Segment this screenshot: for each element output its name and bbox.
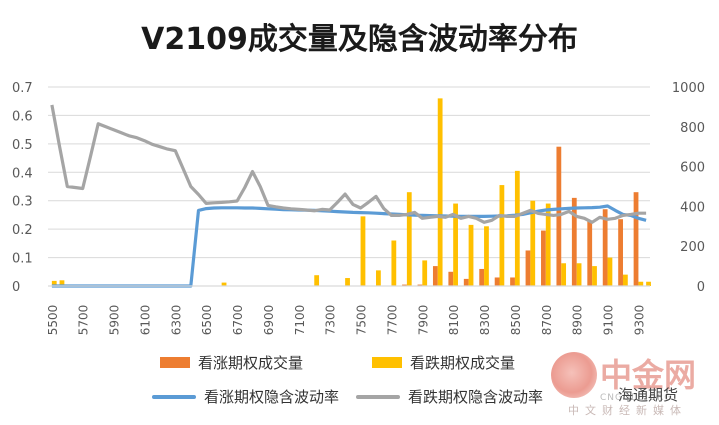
- bar-put-volume: [514, 170, 520, 286]
- bar-call-volume: [479, 268, 485, 286]
- bar-call-volume: [633, 192, 639, 286]
- y-right-tick-label: 600: [680, 161, 705, 176]
- bar-put-volume: [576, 263, 582, 286]
- watermark-subtitle: 中文财经新媒体: [568, 404, 687, 417]
- x-tick-label: 9100: [602, 305, 616, 336]
- x-tick-label: 6100: [138, 305, 152, 336]
- bar-put-volume: [561, 263, 567, 286]
- bar-call-volume: [618, 219, 623, 286]
- legend-label-call-iv: 看涨期权隐含波动率: [204, 388, 340, 406]
- x-tick-label: 8900: [571, 305, 585, 336]
- watermark-brand: 中金网: [600, 356, 697, 394]
- legend-swatch-call-volume: [160, 357, 190, 368]
- x-tick-label: 7100: [293, 305, 307, 336]
- bar-call-volume: [432, 266, 438, 286]
- legend-put-iv: 看跌期权隐含波动率: [356, 386, 543, 407]
- bar-put-volume: [646, 281, 651, 286]
- legend-swatch-put-volume: [372, 357, 402, 368]
- bar-put-volume: [314, 275, 320, 286]
- x-tick-label: 8100: [447, 305, 461, 336]
- chart-title: V2109成交量及隐含波动率分布: [141, 22, 578, 57]
- legend-swatch-put-iv: [356, 394, 400, 399]
- y-right-tick-label: 400: [680, 200, 705, 215]
- legend-call-iv: 看涨期权隐含波动率: [152, 386, 339, 407]
- x-tick-label: 6700: [231, 305, 245, 336]
- bar-put-volume: [345, 278, 350, 286]
- line-put-iv: [50, 104, 647, 224]
- bar-put-volume: [484, 226, 489, 286]
- watermark-logo-icon: [551, 352, 597, 398]
- bar-put-volume: [391, 240, 397, 286]
- bar-call-volume: [525, 250, 531, 286]
- x-tick-label: 6500: [200, 305, 214, 336]
- y-left-tick-label: 0.7: [12, 81, 33, 96]
- bar-put-volume: [376, 270, 381, 286]
- y-left-tick-label: 0: [12, 280, 20, 295]
- x-tick-label: 5500: [46, 305, 60, 336]
- x-tick-label: 7500: [355, 305, 369, 336]
- x-tick-label: 8500: [509, 305, 523, 336]
- bar-call-volume: [541, 230, 546, 286]
- bar-put-volume: [437, 98, 443, 286]
- bar-call-volume: [494, 277, 500, 286]
- bar-put-volume: [607, 257, 613, 286]
- y-left-tick-label: 0.6: [12, 109, 33, 124]
- x-tick-label: 7300: [324, 305, 338, 336]
- legend-swatch-call-iv: [152, 394, 196, 399]
- watermark-url: CNGOLD.ORG: [600, 393, 673, 403]
- bar-put-volume: [422, 260, 428, 286]
- bar-put-volume: [221, 282, 227, 286]
- legend-call-volume: 看涨期权成交量: [160, 352, 303, 373]
- x-tick-label: 5900: [108, 305, 122, 336]
- bar-call-volume: [510, 277, 515, 286]
- bar-call-volume: [402, 284, 407, 286]
- bar-put-volume: [638, 281, 644, 286]
- y-left-tick-label: 0.4: [12, 166, 33, 181]
- bar-call-volume: [571, 197, 577, 286]
- legend-label-put-volume: 看跌期权成交量: [410, 354, 516, 372]
- legend-label-call-volume: 看涨期权成交量: [198, 354, 304, 372]
- x-tick-label: 7900: [416, 305, 430, 336]
- bar-put-volume: [592, 266, 597, 286]
- bar-put-volume: [468, 224, 474, 286]
- x-tick-label: 5700: [77, 305, 91, 336]
- bar-put-volume: [51, 280, 57, 286]
- bar-call-volume: [463, 278, 469, 286]
- bar-put-volume: [499, 185, 505, 286]
- y-left-tick-label: 0.1: [12, 252, 33, 267]
- bar-call-volume: [556, 146, 562, 286]
- y-right-tick-label: 800: [680, 121, 705, 136]
- legend-label-put-iv: 看跌期权隐含波动率: [408, 388, 544, 406]
- bar-call-volume: [417, 284, 423, 286]
- watermark-account: 海通期货: [618, 386, 679, 404]
- y-right-tick-label: 1000: [672, 81, 705, 96]
- bar-call-volume: [587, 220, 593, 286]
- y-right-tick-label: 200: [680, 240, 705, 255]
- bar-put-volume: [545, 203, 551, 286]
- x-tick-label: 6300: [169, 305, 183, 336]
- y-left-tick-label: 0.5: [12, 138, 33, 153]
- bar-put-volume: [622, 274, 628, 286]
- bar-put-volume: [453, 203, 458, 286]
- x-tick-label: 8700: [540, 305, 554, 336]
- y-right-tick-label: 0: [697, 280, 705, 295]
- x-tick-label: 9300: [632, 305, 646, 336]
- x-tick-label: 6900: [262, 305, 276, 336]
- bar-put-volume: [406, 192, 412, 286]
- x-tick-label: 7700: [385, 305, 399, 336]
- bar-put-volume: [59, 280, 65, 286]
- bar-call-volume: [602, 209, 608, 286]
- bar-put-volume: [360, 216, 366, 286]
- bar-call-volume: [448, 271, 454, 286]
- y-left-tick-label: 0.3: [12, 195, 33, 210]
- legend-put-volume: 看跌期权成交量: [372, 352, 515, 373]
- y-left-tick-label: 0.2: [12, 223, 33, 238]
- x-tick-label: 8300: [478, 305, 492, 336]
- bar-put-volume: [530, 200, 536, 286]
